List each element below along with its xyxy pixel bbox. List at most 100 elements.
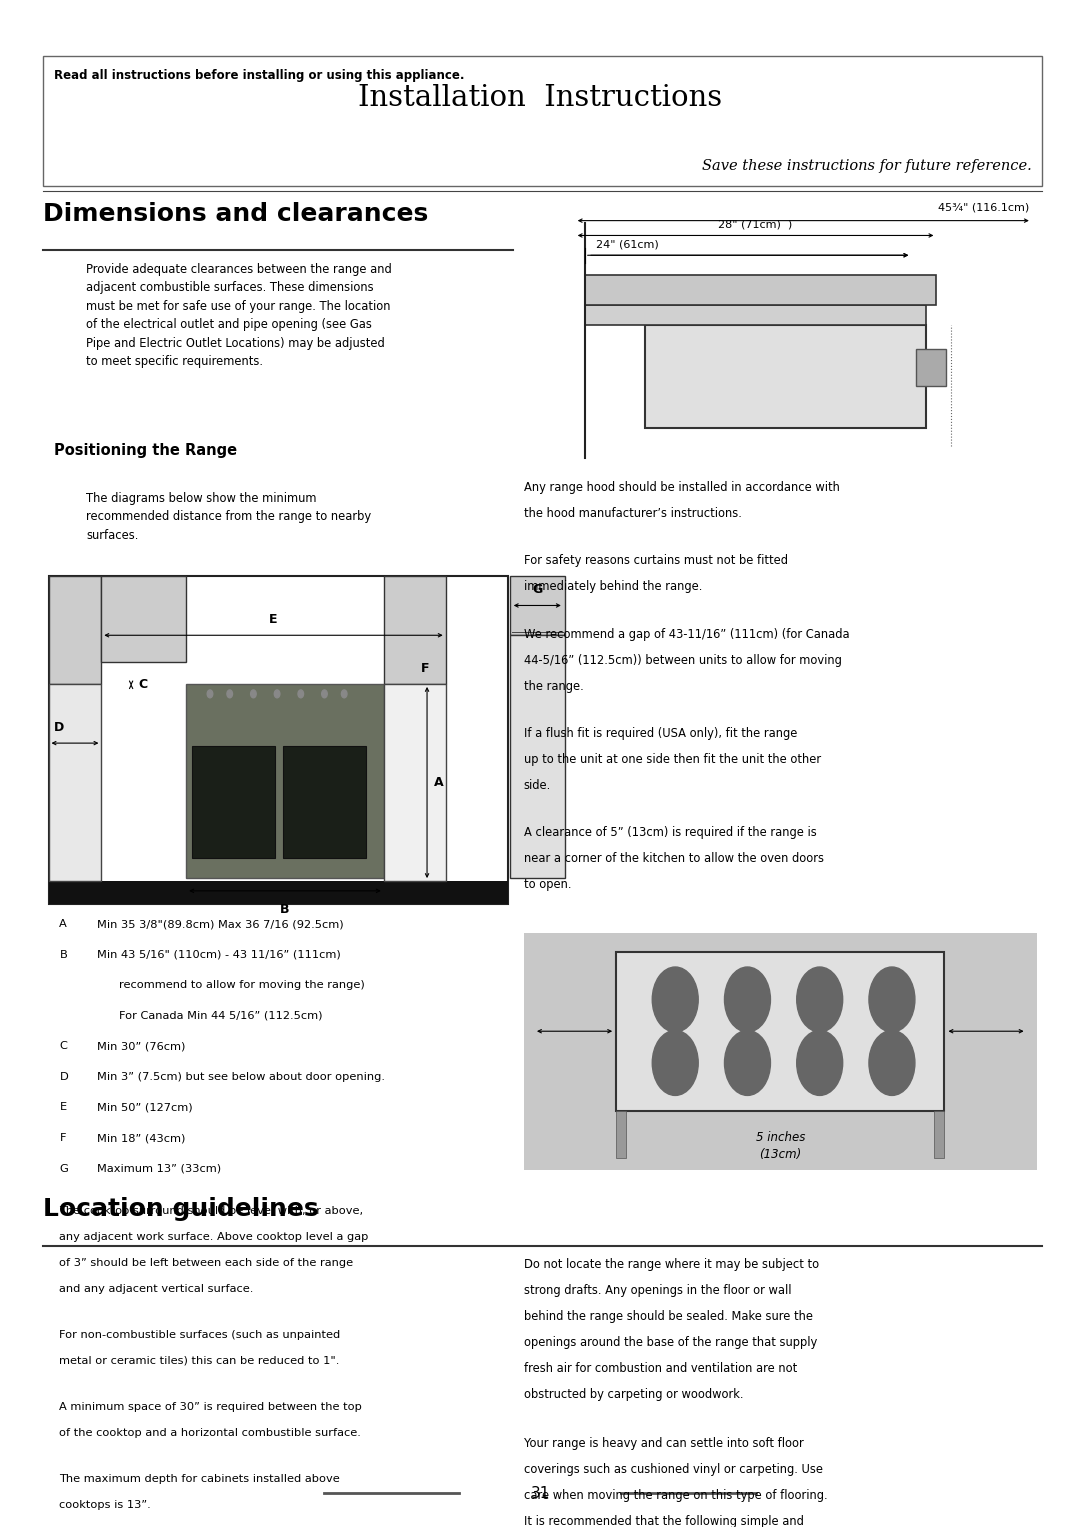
Bar xyxy=(585,305,927,325)
Circle shape xyxy=(207,690,213,698)
Text: side.: side. xyxy=(524,779,551,793)
Bar xyxy=(916,350,946,386)
Text: care when moving the range on this type of flooring.: care when moving the range on this type … xyxy=(524,1489,827,1503)
Text: A clearance of 5” (13cm) is required if the range is: A clearance of 5” (13cm) is required if … xyxy=(524,826,816,840)
Text: D: D xyxy=(54,721,64,734)
Circle shape xyxy=(652,1031,699,1095)
Text: Location guidelines: Location guidelines xyxy=(43,1197,319,1222)
Circle shape xyxy=(725,967,770,1032)
Circle shape xyxy=(227,690,232,698)
Text: For non-combustible surfaces (such as unpainted: For non-combustible surfaces (such as un… xyxy=(59,1330,340,1341)
Text: and any adjacent vertical surface.: and any adjacent vertical surface. xyxy=(59,1284,254,1295)
Text: 24" (61cm): 24" (61cm) xyxy=(596,240,659,249)
Text: to open.: to open. xyxy=(524,878,571,892)
Text: For Canada Min 44 5/16” (112.5cm): For Canada Min 44 5/16” (112.5cm) xyxy=(119,1011,322,1022)
Circle shape xyxy=(725,1031,770,1095)
Text: Min 35 3/8"(89.8cm) Max 36 7/16 (92.5cm): Min 35 3/8"(89.8cm) Max 36 7/16 (92.5cm) xyxy=(97,919,343,930)
Text: 28" (71cm)  ): 28" (71cm) ) xyxy=(718,220,793,229)
Text: A minimum space of 30” is required between the top: A minimum space of 30” is required betwe… xyxy=(59,1402,362,1412)
Bar xyxy=(186,684,383,878)
Text: Min 18” (43cm): Min 18” (43cm) xyxy=(97,1133,186,1144)
Text: C: C xyxy=(138,678,148,690)
Text: The cooktop surround should be level with, or above,: The cooktop surround should be level wit… xyxy=(59,1206,364,1217)
Bar xyxy=(49,881,508,904)
Text: any adjacent work surface. Above cooktop level a gap: any adjacent work surface. Above cooktop… xyxy=(59,1232,368,1243)
Text: Positioning the Range: Positioning the Range xyxy=(54,443,238,458)
Text: Min 30” (76cm): Min 30” (76cm) xyxy=(97,1041,186,1052)
Text: the hood manufacturer’s instructions.: the hood manufacturer’s instructions. xyxy=(524,507,742,521)
Text: Min 3” (7.5cm) but see below about door opening.: Min 3” (7.5cm) but see below about door … xyxy=(97,1072,386,1083)
Text: immediately behind the range.: immediately behind the range. xyxy=(524,580,702,594)
Text: up to the unit at one side then fit the unit the other: up to the unit at one side then fit the … xyxy=(524,753,821,767)
Bar xyxy=(510,576,565,635)
Text: recommend to allow for moving the range): recommend to allow for moving the range) xyxy=(119,980,365,991)
Circle shape xyxy=(797,967,842,1032)
Text: We recommend a gap of 43-11/16” (111cm) (for Canada: We recommend a gap of 43-11/16” (111cm) … xyxy=(524,628,850,641)
Bar xyxy=(383,684,446,881)
Text: E: E xyxy=(59,1102,67,1113)
Text: fresh air for combustion and ventilation are not: fresh air for combustion and ventilation… xyxy=(524,1362,797,1376)
Text: 44-5/16” (112.5cm)) between units to allow for moving: 44-5/16” (112.5cm)) between units to all… xyxy=(524,654,841,667)
Circle shape xyxy=(322,690,327,698)
Text: 5 inches
(13cm): 5 inches (13cm) xyxy=(756,1132,805,1161)
Text: A: A xyxy=(433,776,443,789)
Text: The maximum depth for cabinets installed above: The maximum depth for cabinets installed… xyxy=(59,1474,340,1484)
Text: cooktops is 13”.: cooktops is 13”. xyxy=(59,1500,151,1510)
Bar xyxy=(616,951,944,1110)
Bar xyxy=(49,684,102,881)
Text: Read all instructions before installing or using this appliance.: Read all instructions before installing … xyxy=(54,69,464,82)
FancyBboxPatch shape xyxy=(43,56,1042,186)
Text: Installation  Instructions: Installation Instructions xyxy=(357,84,723,111)
Text: For safety reasons curtains must not be fitted: For safety reasons curtains must not be … xyxy=(524,554,787,568)
Bar xyxy=(645,325,927,429)
Text: Maximum 13” (33cm): Maximum 13” (33cm) xyxy=(97,1164,221,1174)
Text: If a flush fit is required (USA only), fit the range: If a flush fit is required (USA only), f… xyxy=(524,727,797,741)
Circle shape xyxy=(341,690,347,698)
Text: G: G xyxy=(59,1164,68,1174)
Text: Min 43 5/16" (110cm) - 43 11/16” (111cm): Min 43 5/16" (110cm) - 43 11/16” (111cm) xyxy=(97,950,341,960)
Circle shape xyxy=(298,690,303,698)
Bar xyxy=(934,1110,944,1157)
Bar xyxy=(49,576,508,904)
Text: metal or ceramic tiles) this can be reduced to 1".: metal or ceramic tiles) this can be redu… xyxy=(59,1356,340,1367)
Bar xyxy=(283,747,366,858)
Circle shape xyxy=(797,1031,842,1095)
Text: E: E xyxy=(269,614,278,626)
Text: Min 50” (127cm): Min 50” (127cm) xyxy=(97,1102,193,1113)
Text: of the cooktop and a horizontal combustible surface.: of the cooktop and a horizontal combusti… xyxy=(59,1428,362,1438)
Text: B: B xyxy=(280,902,289,916)
Bar xyxy=(383,576,446,684)
Circle shape xyxy=(652,967,699,1032)
Text: strong drafts. Any openings in the floor or wall: strong drafts. Any openings in the floor… xyxy=(524,1284,792,1298)
Bar xyxy=(49,576,102,684)
Bar xyxy=(535,211,1037,458)
Text: of 3” should be left between each side of the range: of 3” should be left between each side o… xyxy=(59,1258,353,1269)
Text: openings around the base of the range that supply: openings around the base of the range th… xyxy=(524,1336,818,1350)
Text: near a corner of the kitchen to allow the oven doors: near a corner of the kitchen to allow th… xyxy=(524,852,824,866)
Text: obstructed by carpeting or woodwork.: obstructed by carpeting or woodwork. xyxy=(524,1388,743,1402)
Bar xyxy=(102,576,187,663)
Text: A: A xyxy=(59,919,67,930)
Text: coverings such as cushioned vinyl or carpeting. Use: coverings such as cushioned vinyl or car… xyxy=(524,1463,823,1477)
Text: the range.: the range. xyxy=(524,680,583,693)
Bar xyxy=(510,635,565,878)
Circle shape xyxy=(251,690,256,698)
Text: Do not locate the range where it may be subject to: Do not locate the range where it may be … xyxy=(524,1258,819,1272)
Text: C: C xyxy=(59,1041,67,1052)
Text: It is recommended that the following simple and: It is recommended that the following sim… xyxy=(524,1515,804,1527)
Circle shape xyxy=(869,967,915,1032)
Text: behind the range should be sealed. Make sure the: behind the range should be sealed. Make … xyxy=(524,1310,813,1324)
Text: The diagrams below show the minimum
recommended distance from the range to nearb: The diagrams below show the minimum reco… xyxy=(86,492,372,542)
Text: D: D xyxy=(59,1072,68,1083)
Text: 45³⁄₄" (116.1cm): 45³⁄₄" (116.1cm) xyxy=(939,203,1029,212)
Text: Any range hood should be installed in accordance with: Any range hood should be installed in ac… xyxy=(524,481,839,495)
Text: Your range is heavy and can settle into soft floor: Your range is heavy and can settle into … xyxy=(524,1437,804,1451)
Text: Save these instructions for future reference.: Save these instructions for future refer… xyxy=(702,159,1031,174)
Text: Provide adequate clearances between the range and
adjacent combustible surfaces.: Provide adequate clearances between the … xyxy=(86,263,392,368)
Text: F: F xyxy=(59,1133,66,1144)
Circle shape xyxy=(274,690,280,698)
Bar xyxy=(585,275,936,305)
Text: Dimensions and clearances: Dimensions and clearances xyxy=(43,202,429,226)
Text: G: G xyxy=(532,583,542,597)
Circle shape xyxy=(869,1031,915,1095)
